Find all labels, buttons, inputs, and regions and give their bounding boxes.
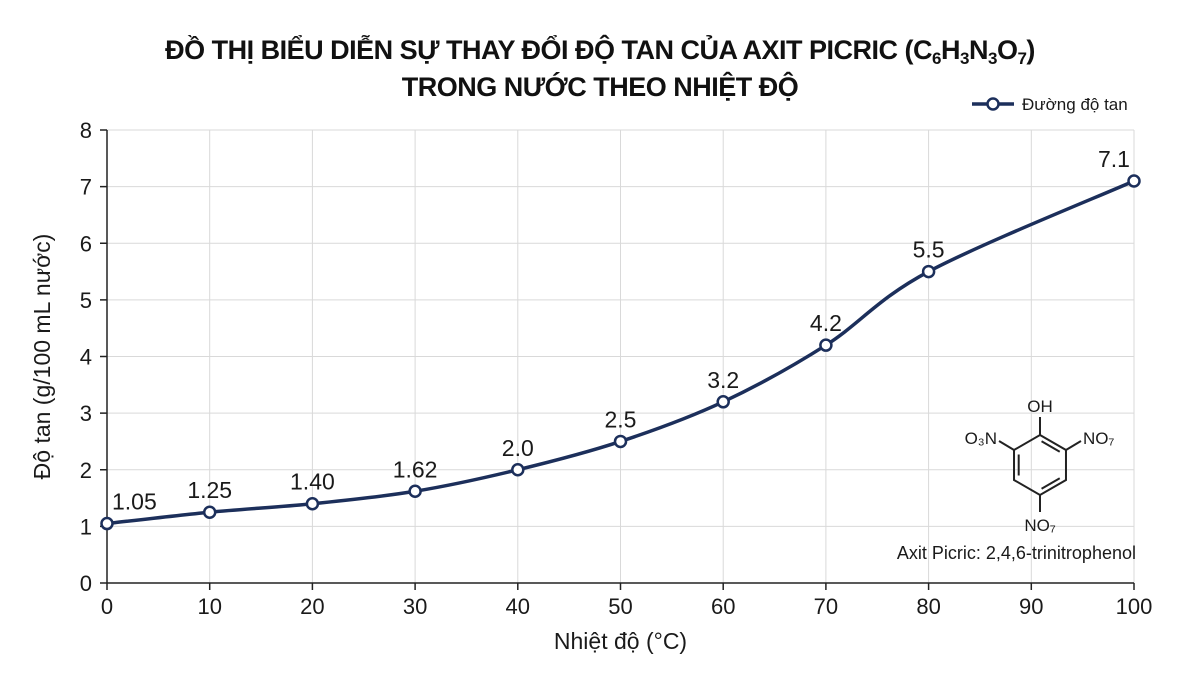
y-tick-label: 4 bbox=[80, 345, 92, 370]
x-tick-label: 10 bbox=[197, 594, 221, 619]
bond-right bbox=[1065, 440, 1082, 451]
data-label: 5.5 bbox=[913, 237, 945, 263]
data-label: 1.40 bbox=[290, 469, 335, 495]
y-tick-label: 1 bbox=[80, 514, 92, 539]
data-label: 1.05 bbox=[112, 489, 157, 515]
x-tick-label: 100 bbox=[1116, 594, 1153, 619]
y-tick-label: 0 bbox=[80, 571, 92, 596]
right-group-label: NO₇ bbox=[1083, 429, 1115, 448]
legend-marker bbox=[986, 97, 1000, 111]
data-point bbox=[202, 505, 217, 519]
oh-label: OH bbox=[1027, 397, 1053, 416]
x-tick-label: 40 bbox=[506, 594, 530, 619]
bond-left bbox=[998, 440, 1015, 451]
x-tick-label: 30 bbox=[403, 594, 427, 619]
y-tick-label: 3 bbox=[80, 401, 92, 426]
data-label: 2.0 bbox=[502, 435, 534, 461]
x-tick-label: 60 bbox=[711, 594, 735, 619]
formula-el-n: N bbox=[968, 35, 989, 65]
y-tick-label: 2 bbox=[80, 458, 92, 483]
chart-title-line2: TRONG NƯỚC THEO NHIỆT ĐỘ bbox=[401, 72, 799, 102]
series-line bbox=[106, 179, 1135, 526]
title-suffix: ) bbox=[1026, 35, 1035, 65]
x-tick-label: 70 bbox=[814, 594, 838, 619]
x-axis-label: Nhiệt độ (°C) bbox=[554, 628, 687, 654]
ring-double-bond bbox=[1041, 440, 1061, 453]
data-label: 1.25 bbox=[187, 477, 232, 503]
data-point bbox=[305, 496, 320, 511]
data-point bbox=[819, 338, 833, 352]
y-tick-label: 6 bbox=[80, 231, 92, 256]
benzene-ring bbox=[1013, 433, 1067, 497]
x-tick-label: 90 bbox=[1019, 594, 1043, 619]
title-prefix: ĐỒ THỊ BIỂU DIỄN SỰ THAY ĐỔI ĐỘ TAN CỦA … bbox=[165, 35, 933, 65]
x-tick-label: 0 bbox=[101, 594, 113, 619]
formula-el-o: O bbox=[996, 35, 1018, 65]
left-group-label: O₃N bbox=[965, 429, 997, 448]
y-tick-label: 7 bbox=[80, 175, 92, 200]
legend-label: Đường độ tan bbox=[1022, 95, 1128, 114]
y-axis-label: Độ tan (g/100 mL nước) bbox=[29, 234, 55, 480]
data-label: 1.62 bbox=[393, 456, 438, 482]
x-tick-label: 20 bbox=[300, 594, 324, 619]
formula-sub-n: 3 bbox=[987, 49, 997, 68]
data-point bbox=[716, 395, 730, 409]
ring-double-bond bbox=[1041, 477, 1061, 490]
y-tick-label: 5 bbox=[80, 288, 92, 313]
data-label: 3.2 bbox=[707, 367, 739, 393]
structure-caption: Axit Picric: 2,4,6-trinitrophenol bbox=[897, 543, 1136, 563]
formula-sub-o: 7 bbox=[1017, 49, 1027, 68]
data-label: 4.2 bbox=[810, 310, 842, 336]
data-point bbox=[408, 484, 422, 499]
data-label: 7.1 bbox=[1098, 146, 1130, 172]
bottom-group-label: NO₇ bbox=[1024, 516, 1056, 535]
data-label: 2.5 bbox=[605, 406, 637, 432]
data-point bbox=[1127, 174, 1141, 188]
formula-el-h: H bbox=[941, 35, 961, 65]
formula-sub-h: 3 bbox=[960, 49, 969, 68]
data-point bbox=[613, 434, 628, 449]
y-tick-label: 8 bbox=[80, 118, 92, 143]
x-tick-label: 80 bbox=[916, 594, 940, 619]
x-tick-label: 50 bbox=[608, 594, 632, 619]
data-point bbox=[511, 463, 525, 477]
data-point bbox=[921, 264, 936, 279]
formula-sub-c: 6 bbox=[932, 49, 941, 68]
chart-title-line1: ĐỒ THỊ BIỂU DIỄN SỰ THAY ĐỔI ĐỘ TAN CỦA … bbox=[0, 35, 1200, 68]
data-point bbox=[100, 516, 114, 531]
